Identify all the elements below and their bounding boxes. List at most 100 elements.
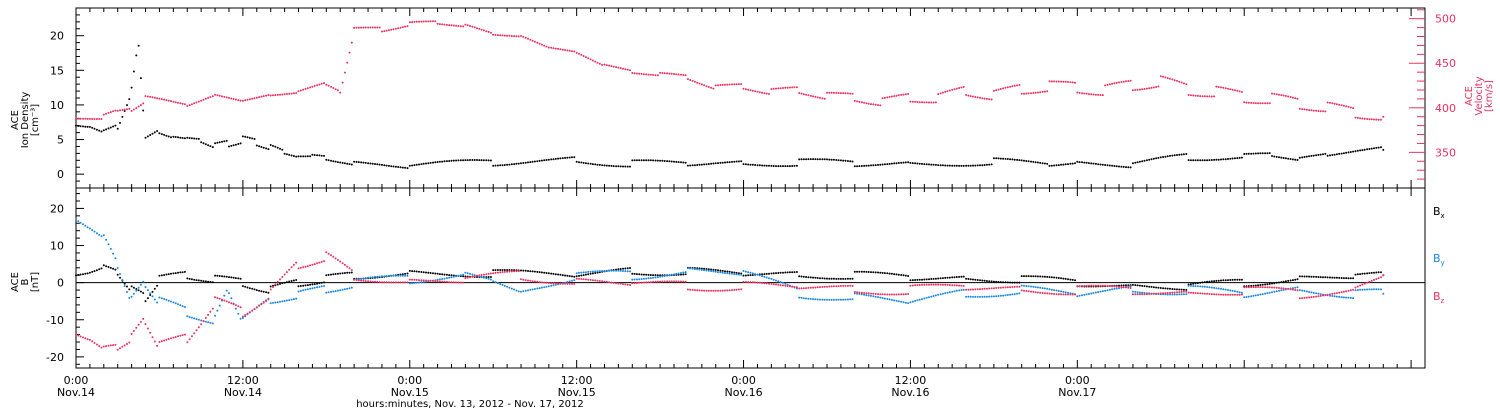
ion-density-point bbox=[719, 161, 722, 164]
ion-density-point bbox=[979, 164, 981, 167]
velocity-point bbox=[642, 73, 645, 76]
bx-point bbox=[221, 275, 223, 278]
ion-density-point bbox=[223, 140, 226, 143]
ion-density-point bbox=[1178, 153, 1181, 156]
bz-point bbox=[737, 288, 740, 291]
ion-density-point bbox=[1164, 155, 1167, 158]
bz-point bbox=[603, 280, 606, 283]
ion-density-point bbox=[492, 164, 495, 167]
velocity-point bbox=[341, 81, 344, 84]
velocity-point bbox=[397, 27, 400, 30]
velocity-point bbox=[1194, 94, 1197, 97]
velocity-point bbox=[1233, 89, 1236, 92]
velocity-point bbox=[1081, 92, 1083, 95]
ion-density-point bbox=[1196, 159, 1199, 162]
by-point bbox=[102, 234, 105, 237]
by-point bbox=[1020, 284, 1023, 287]
ion-density-point bbox=[508, 163, 511, 166]
velocity-point bbox=[737, 83, 740, 86]
velocity-point bbox=[1027, 92, 1030, 95]
by-point bbox=[965, 295, 968, 298]
bz-point bbox=[524, 279, 527, 282]
velocity-point bbox=[698, 82, 701, 85]
ion-density-point bbox=[489, 159, 492, 162]
ion-density-point bbox=[1278, 156, 1280, 159]
velocity-point bbox=[309, 86, 312, 89]
ion-density-point bbox=[107, 127, 110, 130]
bx-point bbox=[821, 277, 824, 280]
bx-point bbox=[1071, 278, 1074, 281]
bx-point bbox=[1254, 284, 1257, 287]
bz-point bbox=[575, 277, 578, 280]
velocity-point bbox=[777, 87, 780, 90]
velocity-point bbox=[1326, 101, 1329, 104]
bz-point bbox=[1273, 286, 1276, 289]
ion-density-point bbox=[791, 165, 794, 167]
bz-point bbox=[181, 334, 184, 337]
by-point bbox=[853, 292, 856, 295]
ion-density-point bbox=[1224, 158, 1227, 161]
bx-point bbox=[93, 270, 96, 273]
ion-density-point bbox=[712, 162, 715, 165]
ion-density-point bbox=[652, 159, 655, 162]
bx-point bbox=[737, 272, 740, 275]
bx-point bbox=[867, 271, 870, 273]
ion-density-point bbox=[228, 145, 230, 148]
ion-density-point bbox=[1013, 158, 1016, 161]
by-point bbox=[763, 275, 766, 278]
velocity-point bbox=[116, 109, 119, 112]
bz-point bbox=[939, 283, 942, 286]
velocity-point bbox=[939, 92, 942, 95]
bx-point bbox=[520, 269, 522, 272]
bx-point bbox=[422, 271, 425, 274]
velocity-point bbox=[795, 86, 798, 89]
velocity-point bbox=[928, 101, 930, 104]
velocity-point bbox=[193, 102, 196, 105]
ion-density-point bbox=[654, 159, 657, 162]
ion-density-point bbox=[1268, 152, 1271, 155]
bz-point bbox=[413, 278, 416, 281]
ion-density-point bbox=[1280, 156, 1283, 159]
bz-point bbox=[1338, 291, 1341, 294]
by-point bbox=[1220, 287, 1222, 290]
bx-point bbox=[464, 275, 467, 278]
bz-point bbox=[974, 288, 977, 291]
bx-point bbox=[1312, 275, 1315, 278]
bz-point bbox=[619, 282, 622, 285]
by-point bbox=[1199, 285, 1202, 288]
bz-point bbox=[673, 280, 675, 283]
ion-density-point bbox=[826, 158, 828, 161]
velocity-point bbox=[82, 117, 84, 120]
ion-density-point bbox=[992, 157, 995, 160]
bz-point bbox=[909, 284, 912, 287]
ion-density-point bbox=[1296, 159, 1299, 161]
velocity-point bbox=[336, 89, 339, 92]
bz-point bbox=[1227, 293, 1229, 296]
velocity-point bbox=[420, 20, 423, 23]
bz-point bbox=[1310, 296, 1313, 299]
velocity-point bbox=[587, 57, 590, 60]
ion-density-point bbox=[703, 163, 706, 166]
velocity-point bbox=[967, 94, 970, 97]
velocity-point bbox=[830, 91, 833, 94]
velocity-point bbox=[997, 88, 1000, 91]
velocity-point bbox=[962, 86, 965, 88]
bz-point bbox=[285, 271, 288, 274]
ion-density-point bbox=[1155, 157, 1158, 160]
bz-point bbox=[1162, 292, 1165, 295]
velocity-point bbox=[119, 109, 121, 112]
bz-point bbox=[1048, 292, 1051, 295]
bz-point bbox=[334, 257, 337, 260]
by-point bbox=[1129, 285, 1132, 288]
by-point bbox=[1331, 295, 1334, 297]
by-point bbox=[777, 280, 780, 283]
by-point bbox=[914, 299, 917, 302]
by-point bbox=[1210, 286, 1213, 289]
bz-point bbox=[1157, 292, 1160, 295]
bz-point bbox=[281, 276, 284, 278]
velocity-point bbox=[826, 91, 828, 94]
bz-point bbox=[313, 263, 316, 266]
bz-point bbox=[849, 284, 852, 287]
bz-point bbox=[299, 266, 302, 269]
by-point bbox=[1359, 288, 1362, 291]
